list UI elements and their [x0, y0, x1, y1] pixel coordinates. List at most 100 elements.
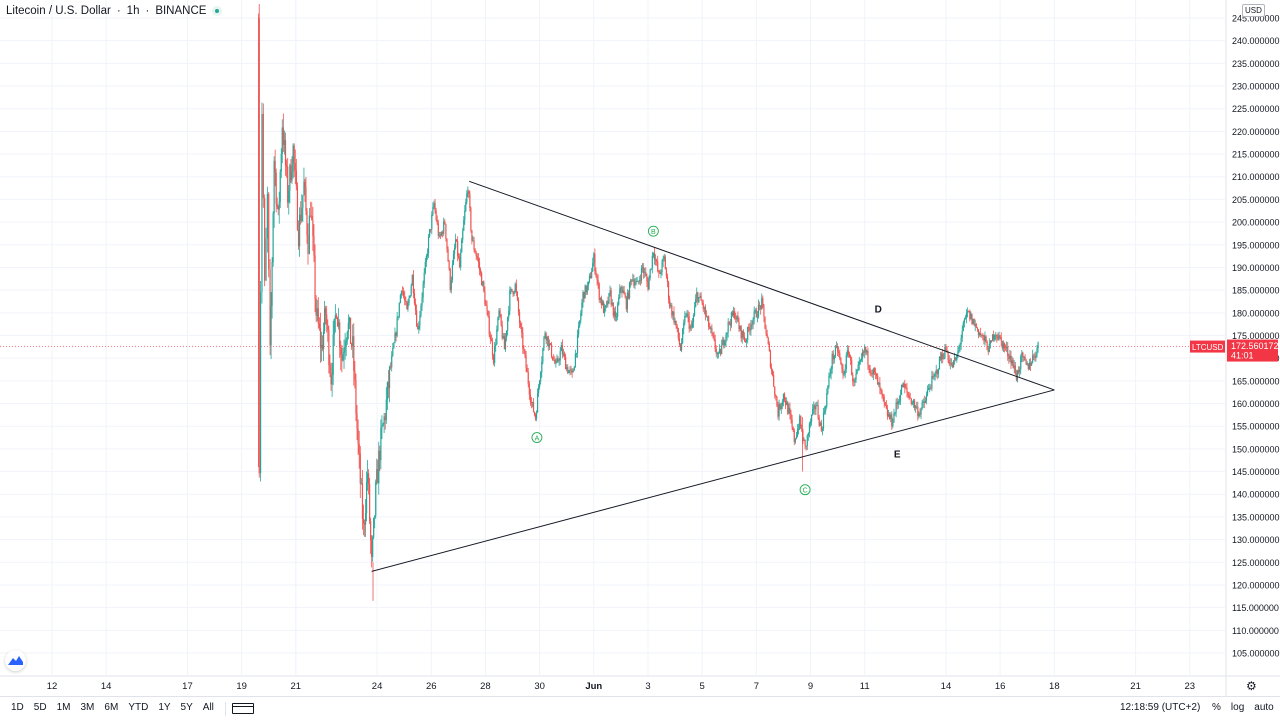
- candle-body: [770, 367, 773, 371]
- market-status-icon[interactable]: [212, 6, 223, 16]
- candle-body: [644, 272, 646, 274]
- candle-body: [758, 304, 761, 306]
- auto-scale-toggle[interactable]: auto: [1254, 702, 1274, 713]
- candle-body: [613, 311, 615, 316]
- candle-body: [358, 443, 360, 454]
- candle-body: [621, 287, 623, 293]
- log-scale-toggle[interactable]: log: [1230, 702, 1245, 713]
- candle-body: [984, 336, 986, 341]
- candle-body: [479, 269, 482, 273]
- candle-body: [679, 344, 682, 351]
- candle-body: [374, 515, 376, 518]
- candle-body: [300, 214, 302, 222]
- candle-body: [463, 219, 465, 231]
- time-tick-label: 5: [700, 681, 705, 692]
- candle-body: [620, 287, 622, 289]
- candle-body: [538, 387, 540, 394]
- range-1m-button[interactable]: 1M: [56, 702, 71, 713]
- candle-body: [975, 324, 977, 328]
- candle-body: [612, 302, 614, 316]
- candle-body: [439, 235, 442, 236]
- candle-body: [837, 346, 839, 352]
- symbol-name[interactable]: Litecoin / U.S. Dollar: [6, 5, 111, 17]
- clock-timezone[interactable]: 12:18:59 (UTC+2): [1120, 702, 1201, 713]
- candle-body: [825, 406, 827, 411]
- candle-body: [660, 272, 662, 274]
- range-6m-button[interactable]: 6M: [104, 702, 119, 713]
- range-1y-button[interactable]: 1Y: [158, 702, 171, 713]
- candle-body: [437, 223, 439, 236]
- candle-body: [343, 351, 345, 355]
- candle-body: [373, 517, 375, 538]
- candle-body: [924, 400, 926, 404]
- candle-body: [382, 424, 384, 426]
- candle-body: [583, 292, 585, 299]
- candle-body: [597, 279, 599, 284]
- candle-body: [700, 295, 702, 301]
- candle-body: [423, 272, 425, 284]
- interval-label[interactable]: 1h: [126, 5, 140, 17]
- settings-gear-icon[interactable]: ⚙: [1246, 679, 1257, 693]
- price-tick-label: 190.000000: [1232, 263, 1280, 273]
- candle-body: [507, 317, 509, 331]
- currency-badge[interactable]: USD: [1242, 4, 1265, 17]
- percent-scale-toggle[interactable]: %: [1212, 702, 1221, 713]
- candle-body: [334, 315, 336, 319]
- candle-body: [540, 372, 542, 381]
- range-5d-button[interactable]: 5D: [33, 702, 47, 713]
- candle-body: [654, 259, 657, 261]
- price-tick-label: 135.000000: [1232, 512, 1280, 522]
- candle-body: [492, 355, 495, 363]
- candle-body: [809, 421, 812, 424]
- candle-body: [840, 358, 842, 364]
- candle-body: [663, 256, 665, 259]
- candle-body: [386, 382, 388, 400]
- candle-body: [896, 402, 898, 405]
- trendlines[interactable]: [371, 180, 1055, 572]
- time-axis[interactable]: 12 14 17 19 21 24 26 28 30 Jun 3 5 7 9 11 14 16 18 21 23: [47, 681, 1195, 692]
- candle-body: [490, 339, 492, 342]
- candle-body: [639, 280, 641, 281]
- candle-body: [987, 349, 989, 353]
- candle-body: [690, 326, 692, 328]
- candle-body: [883, 396, 885, 403]
- candle-body: [1032, 355, 1034, 363]
- bar-countdown-label: 41:01: [1231, 351, 1254, 361]
- range-3m-button[interactable]: 3M: [80, 702, 95, 713]
- time-tick-label: 30: [534, 681, 545, 692]
- price-chart[interactable]: A B C D E 105.000000 110.000000 115.000000 120.…: [0, 0, 1280, 696]
- goto-date-icon[interactable]: [231, 703, 254, 714]
- candle-body: [517, 299, 520, 313]
- candle-body: [756, 316, 759, 318]
- candle-body: [453, 247, 456, 255]
- range-all-button[interactable]: All: [202, 702, 214, 713]
- candle-body: [610, 290, 612, 305]
- candle-body: [742, 330, 744, 337]
- price-tick-label: 240.000000: [1232, 36, 1280, 46]
- candle-body: [699, 295, 701, 298]
- candle-body: [634, 283, 636, 286]
- candle-body: [516, 292, 519, 300]
- candle-body: [556, 358, 558, 363]
- candle-body: [702, 303, 704, 309]
- candle-body: [958, 346, 960, 352]
- candle-body: [330, 372, 332, 385]
- candle-body: [625, 297, 627, 310]
- price-axis[interactable]: 105.000000 110.000000 115.000000 120.000000…: [1190, 14, 1280, 659]
- candle-body: [628, 282, 631, 299]
- candle-body: [482, 281, 484, 286]
- candle-body: [734, 311, 736, 319]
- range-1d-button[interactable]: 1D: [11, 702, 24, 713]
- candle-body: [1013, 365, 1015, 368]
- candle-body: [736, 315, 738, 320]
- price-tick-label: 230.000000: [1232, 82, 1280, 92]
- candle-body: [669, 298, 671, 307]
- range-ytd-button[interactable]: YTD: [128, 702, 149, 713]
- range-5y-button[interactable]: 5Y: [180, 702, 193, 713]
- candle-body: [489, 334, 491, 340]
- price-tick-label: 115.000000: [1232, 603, 1279, 613]
- candle-body: [641, 267, 644, 268]
- candle-body: [841, 363, 843, 369]
- candle-body: [692, 315, 695, 323]
- tradingview-logo-icon[interactable]: [5, 650, 26, 671]
